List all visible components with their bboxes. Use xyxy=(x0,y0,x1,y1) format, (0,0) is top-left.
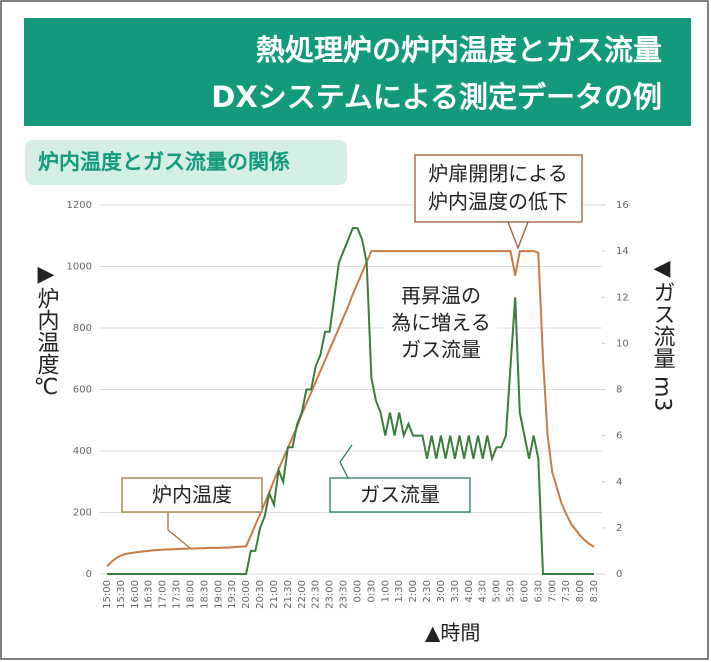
x-tick-label: 20:00 xyxy=(241,580,252,609)
x-tick-label: 1:00 xyxy=(380,580,391,602)
x-tick-label: 15:30 xyxy=(116,580,127,609)
x-tick-label: 7:00 xyxy=(547,580,558,602)
y2-axis-label: ◀ガス流量 m3 xyxy=(650,256,676,411)
x-tick-label: 4:30 xyxy=(478,580,489,602)
y2-tick-label: 14 xyxy=(616,246,629,257)
x-tick-label: 21:30 xyxy=(283,580,294,609)
x-tick-label: 2:00 xyxy=(408,580,419,602)
x-tick-label: 19:30 xyxy=(227,580,238,609)
annotation-box xyxy=(121,477,263,513)
x-tick-label: 1:30 xyxy=(394,580,405,602)
title-line: DXシステムによる測定データの例 xyxy=(211,80,662,114)
y-axis-label: ▶炉内温度℃ xyxy=(34,262,60,400)
x-tick-label: 2:30 xyxy=(422,580,433,602)
x-tick-label: 6:30 xyxy=(533,580,544,602)
x-tick-label: 8:00 xyxy=(575,580,586,602)
annotation-text: 為に増える xyxy=(391,311,490,335)
annotation-text: 炉扉開閉による xyxy=(428,162,567,186)
x-tick-label: 17:30 xyxy=(172,580,183,609)
connector xyxy=(339,444,353,479)
series-line xyxy=(106,250,595,568)
annotation-text: 炉内温度 xyxy=(152,483,232,507)
annotation-text: ガス流量 xyxy=(401,338,481,362)
x-tick-label: 16:30 xyxy=(144,580,155,609)
y-tick-label: 200 xyxy=(73,508,92,519)
title-line: 熱処理炉の炉内温度とガス流量 xyxy=(256,33,662,67)
x-tick-label: 5:30 xyxy=(506,580,517,602)
x-tick-label: 15:00 xyxy=(102,580,113,609)
x-tick-label: 0:00 xyxy=(352,580,363,602)
annotation-box xyxy=(414,154,583,223)
x-axis-label: ▲時間 xyxy=(425,621,480,645)
y-tick-label: 1000 xyxy=(67,262,92,273)
annotation-text: 再昇温の xyxy=(401,284,481,308)
y2-tick-label: 8 xyxy=(616,385,622,396)
x-tick-label: 3:00 xyxy=(436,580,447,602)
header-band xyxy=(24,18,691,126)
x-tick-label: 23:30 xyxy=(339,580,350,609)
y2-tick-label: 0 xyxy=(616,569,622,580)
y-tick-label: 0 xyxy=(86,569,92,580)
x-tick-label: 22:00 xyxy=(297,580,308,609)
y-tick-label: 600 xyxy=(73,385,92,396)
y2-tick-label: 16 xyxy=(616,200,629,211)
x-tick-label: 18:30 xyxy=(199,580,210,609)
connector xyxy=(507,221,529,250)
y2-tick-label: 4 xyxy=(616,477,622,488)
x-tick-label: 6:00 xyxy=(519,580,530,602)
subtitle-box xyxy=(25,140,347,185)
x-tick-label: 8:30 xyxy=(589,580,600,602)
annotations: 炉内温度 ガス流量 炉扉開閉による 炉内温度の低下 再昇温の 為に増える ガス流… xyxy=(121,154,583,549)
x-tick-label: 19:00 xyxy=(213,580,224,609)
annotation-text: 炉内温度の低下 xyxy=(428,190,568,214)
x-tick-label: 20:30 xyxy=(255,580,266,609)
connector xyxy=(167,512,191,549)
y2-tick-label: 2 xyxy=(616,523,622,534)
y2-tick-label: 6 xyxy=(616,431,622,442)
x-tick-label: 17:00 xyxy=(158,580,169,609)
subtitle: 炉内温度とガス流量の関係 xyxy=(38,150,290,174)
y-tick-label: 400 xyxy=(73,446,92,457)
series-line xyxy=(107,227,594,575)
x-tick-label: 18:00 xyxy=(185,580,196,609)
x-tick-label: 16:00 xyxy=(130,580,141,609)
x-tick-label: 0:30 xyxy=(366,580,377,602)
annotation-bg xyxy=(385,282,497,368)
y2-tick-label: 10 xyxy=(616,338,629,349)
x-tick-label: 3:30 xyxy=(450,580,461,602)
y-tick-label: 1200 xyxy=(67,200,92,211)
annotation-text: ガス流量 xyxy=(360,483,440,507)
x-tick-label: 21:00 xyxy=(269,580,280,609)
y-tick-label: 800 xyxy=(73,323,92,334)
x-tick-label: 4:00 xyxy=(464,580,475,602)
x-tick-label: 7:30 xyxy=(561,580,572,602)
x-tick-label: 22:30 xyxy=(311,580,322,609)
x-tick-label: 23:00 xyxy=(325,580,336,609)
y2-tick-label: 12 xyxy=(616,292,629,303)
x-tick-label: 5:00 xyxy=(492,580,503,602)
annotation-box xyxy=(329,477,471,513)
